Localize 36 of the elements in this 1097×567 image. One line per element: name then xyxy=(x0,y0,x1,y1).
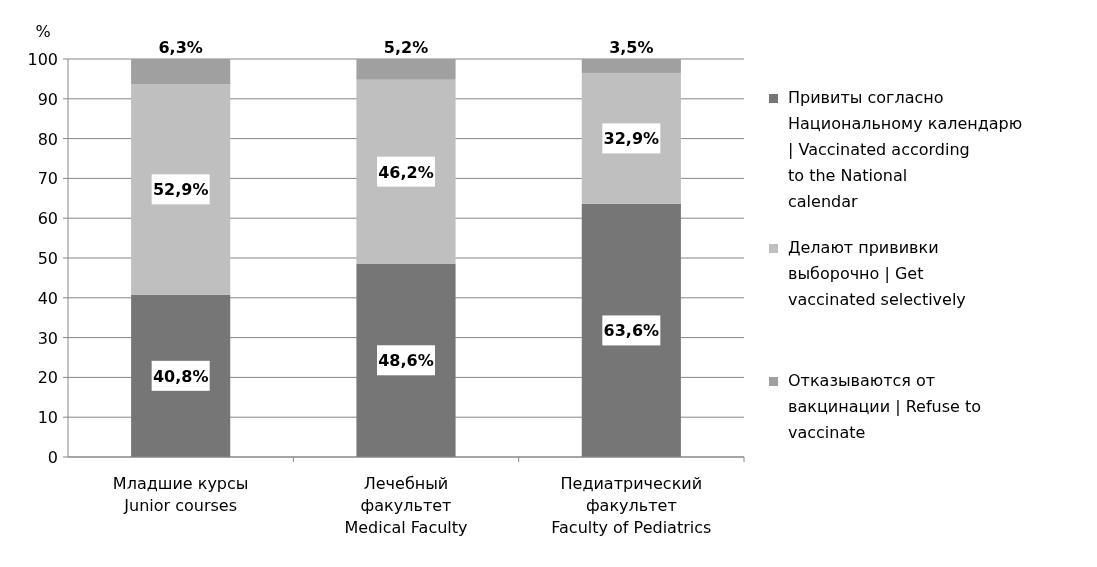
y-tick-label: 80 xyxy=(37,129,58,149)
y-axis-title: % xyxy=(35,22,51,41)
y-tick-label: 20 xyxy=(37,368,58,388)
data-label: 5,2% xyxy=(383,38,429,57)
data-label: 6,3% xyxy=(158,38,203,57)
x-tick-label: Педиатрический факультет Faculty of Pediatrics xyxy=(551,474,712,537)
bar xyxy=(356,59,456,80)
data-label: 3,5% xyxy=(609,38,654,57)
bar xyxy=(356,263,456,457)
y-tick-label: 100 xyxy=(27,50,58,69)
bar xyxy=(581,203,681,457)
bar xyxy=(131,59,231,85)
x-tick-label: Младшие курсы Junior courses xyxy=(112,474,249,515)
bar xyxy=(581,59,681,73)
legend-label: Делают прививки выборочно | Get vaccinated selectively xyxy=(788,238,966,309)
legend-label: Привиты согласно Национальному календарю | Vaccinated according to the National calendar xyxy=(788,88,1023,211)
y-tick-label: 70 xyxy=(37,169,58,189)
data-label: 48,6% xyxy=(378,351,434,371)
data-label: 52,9% xyxy=(152,180,209,200)
y-tick-label: 90 xyxy=(37,89,58,109)
data-label: 63,6% xyxy=(603,321,660,341)
y-tick-label: 10 xyxy=(37,408,58,428)
data-label: 32,9% xyxy=(603,129,660,149)
data-label: 46,2% xyxy=(378,162,434,182)
x-tick-label: Лечебный факультет Medical Faculty xyxy=(344,474,468,537)
data-label: 40,8% xyxy=(152,366,209,386)
y-tick-label: 0 xyxy=(47,448,58,467)
y-tick-label: 60 xyxy=(37,209,58,229)
legend-label: Отказываются от вакцинации | Refuse to vaccinate xyxy=(788,371,982,442)
bar xyxy=(131,294,231,457)
bar xyxy=(581,72,681,204)
y-tick-label: 50 xyxy=(37,249,58,268)
bar xyxy=(131,84,231,295)
y-tick-label: 30 xyxy=(37,328,58,348)
bar xyxy=(356,79,456,264)
y-tick-label: 40 xyxy=(37,288,58,308)
